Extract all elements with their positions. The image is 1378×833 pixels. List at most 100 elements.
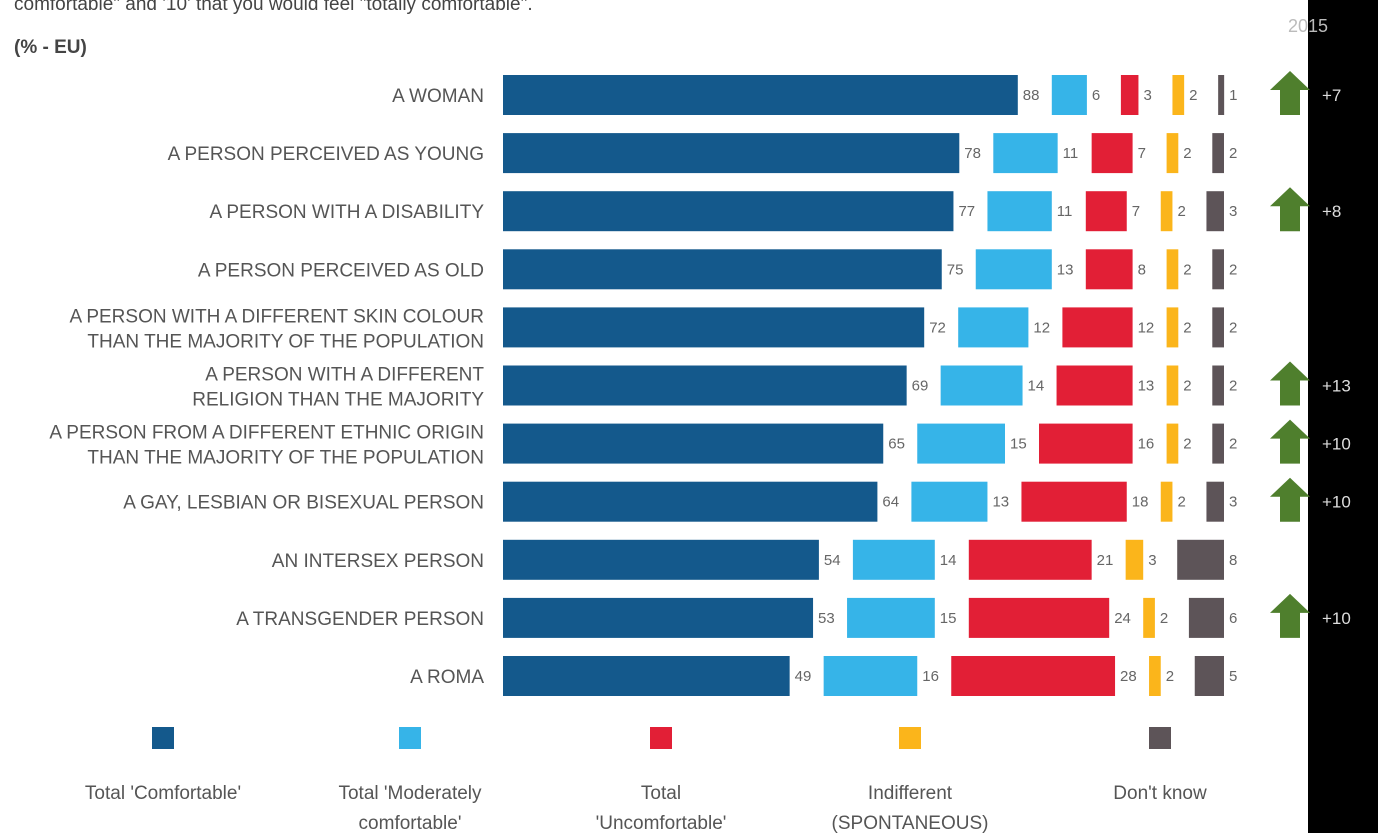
bar-dont-know [1194,656,1224,696]
bar-indifferent [1160,191,1173,232]
legend-label-moderately-comfortable: comfortable' [359,813,462,833]
bar-moderately-comfortable [987,191,1052,232]
value-label-moderately-comfortable: 16 [922,668,939,685]
category-label: A PERSON WITH A DISABILITY [209,202,484,223]
question-intro-text: comfortable" and '10' that you would fee… [14,0,533,15]
value-label-uncomfortable: 13 [1138,378,1155,395]
bar-indifferent [1166,307,1179,348]
value-label-dont-know: 2 [1229,145,1237,162]
category-label: A TRANSGENDER PERSON [236,609,484,630]
comparison-year-label: 2015 [1288,16,1329,36]
bar-dont-know [1206,481,1224,522]
value-label-indifferent: 2 [1166,668,1174,685]
bar-comfortable [503,423,884,464]
trend-change-label: +13 [1322,377,1351,396]
category-label: A PERSON WITH A DIFFERENT [205,365,484,386]
bar-uncomfortable [1039,423,1133,464]
category-label: A WOMAN [392,86,484,107]
bar-uncomfortable [968,597,1110,638]
value-label-comfortable: 77 [958,203,975,220]
value-label-comfortable: 53 [818,610,835,627]
bar-comfortable [503,307,925,348]
bar-uncomfortable [951,656,1116,696]
bar-dont-know [1177,539,1224,580]
value-label-moderately-comfortable: 13 [1057,261,1074,278]
bar-comfortable [503,656,790,696]
legend-swatch-uncomfortable [650,727,672,749]
legend-swatch-comfortable [152,727,174,749]
bar-indifferent [1143,597,1155,638]
value-label-comfortable: 64 [882,494,899,511]
category-label: A PERSON PERCEIVED AS YOUNG [168,144,484,165]
legend-label-indifferent: (SPONTANEOUS) [832,813,989,833]
legend-label-dont-know: Don't know [1113,783,1207,804]
value-label-comfortable: 78 [964,145,981,162]
bar-moderately-comfortable [940,365,1023,406]
value-label-uncomfortable: 7 [1132,203,1140,220]
value-label-uncomfortable: 12 [1138,319,1155,336]
value-label-moderately-comfortable: 11 [1057,203,1073,220]
bar-uncomfortable [1056,365,1133,406]
bar-uncomfortable [1085,249,1133,290]
bar-indifferent [1166,133,1179,174]
value-label-comfortable: 49 [795,668,812,685]
value-label-dont-know: 2 [1229,261,1237,278]
bar-comfortable [503,249,942,290]
unit-label: (% - EU) [14,37,87,58]
bar-dont-know [1212,365,1224,406]
value-label-uncomfortable: 16 [1138,436,1155,453]
category-label: THAN THE MAJORITY OF THE POPULATION [87,331,484,352]
value-label-comfortable: 54 [824,552,841,569]
trend-up-arrow-icon [1270,71,1310,115]
value-label-indifferent: 2 [1183,261,1191,278]
legend-swatch-moderately-comfortable [399,727,421,749]
value-label-indifferent: 2 [1189,87,1197,104]
value-label-comfortable: 69 [912,378,929,395]
value-label-indifferent: 3 [1148,552,1156,569]
legend-label-moderately-comfortable: Total 'Moderately [338,783,482,804]
bar-indifferent [1166,249,1179,290]
bar-dont-know [1188,597,1224,638]
value-label-uncomfortable: 18 [1132,494,1149,511]
bar-comfortable [503,597,814,638]
bar-comfortable [503,365,907,406]
trend-change-label: +10 [1322,435,1351,454]
bar-dont-know [1206,191,1224,232]
value-label-moderately-comfortable: 14 [1028,378,1045,395]
bar-moderately-comfortable [823,656,918,696]
bar-uncomfortable [1085,191,1127,232]
value-label-dont-know: 3 [1229,203,1237,220]
trend-up-arrow-icon [1270,361,1310,406]
value-label-moderately-comfortable: 14 [940,552,957,569]
legend-label-uncomfortable: Total [641,783,681,804]
value-label-comfortable: 65 [888,436,905,453]
category-label: A PERSON FROM A DIFFERENT ETHNIC ORIGIN [49,423,484,444]
category-label: A GAY, LESBIAN OR BISEXUAL PERSON [123,493,484,514]
bar-dont-know [1212,133,1224,174]
bar-dont-know [1212,249,1224,290]
value-label-dont-know: 8 [1229,552,1237,569]
value-label-dont-know: 6 [1229,610,1237,627]
value-label-indifferent: 2 [1183,319,1191,336]
value-label-moderately-comfortable: 15 [940,610,957,627]
value-label-indifferent: 2 [1177,494,1185,511]
value-label-comfortable: 72 [929,319,946,336]
category-label: RELIGION THAN THE MAJORITY [192,390,484,411]
value-label-indifferent: 2 [1183,378,1191,395]
bar-comfortable [503,191,954,232]
category-label: A PERSON PERCEIVED AS OLD [198,260,484,281]
bar-indifferent [1166,423,1179,464]
value-label-dont-know: 1 [1229,87,1237,104]
bar-moderately-comfortable [917,423,1005,464]
bar-indifferent [1125,539,1144,580]
bar-comfortable [503,481,878,522]
trend-change-label: +10 [1322,493,1351,512]
value-label-moderately-comfortable: 12 [1033,319,1050,336]
category-label: AN INTERSEX PERSON [272,551,484,572]
legend-swatch-indifferent [899,727,921,749]
category-label: A ROMA [410,667,484,688]
value-label-dont-know: 2 [1229,436,1237,453]
trend-up-arrow-icon [1270,187,1310,232]
value-label-uncomfortable: 21 [1097,552,1114,569]
